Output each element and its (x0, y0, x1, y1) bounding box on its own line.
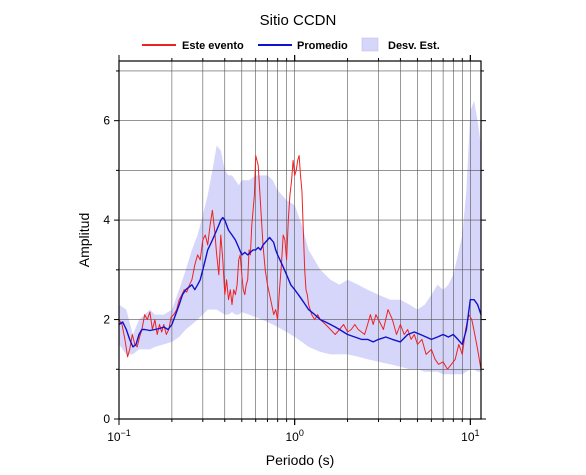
y-tick-label: 2 (103, 313, 110, 327)
std-band-layer (119, 100, 481, 375)
y-tick-label: 4 (103, 213, 110, 227)
axis-ticks: 0 2 4 6 10−1 100 101 (103, 55, 486, 444)
legend-swatch (361, 37, 379, 52)
series-line-promedio (118, 216, 482, 348)
x-tick-label: 100 (285, 428, 303, 444)
x-axis-label: Periodo (s) (266, 452, 334, 468)
legend: Este evento Promedio Desv. Est. (142, 37, 440, 52)
plot-frame (118, 60, 482, 420)
x-tick-label: 10−1 (107, 428, 131, 444)
y-tick-label: 0 (103, 412, 110, 426)
chart-title: Sitio CCDN (260, 12, 337, 29)
legend-label: Desv. Est. (388, 40, 440, 52)
y-axis-label: Amplitud (76, 213, 92, 267)
legend-label: Promedio (297, 40, 348, 52)
series-line-este-evento (118, 155, 482, 370)
std-band (119, 100, 481, 375)
x-tick-label: 101 (461, 428, 479, 444)
y-tick-label: 6 (103, 114, 110, 128)
series-layer (118, 155, 482, 370)
legend-label: Este evento (182, 40, 244, 52)
